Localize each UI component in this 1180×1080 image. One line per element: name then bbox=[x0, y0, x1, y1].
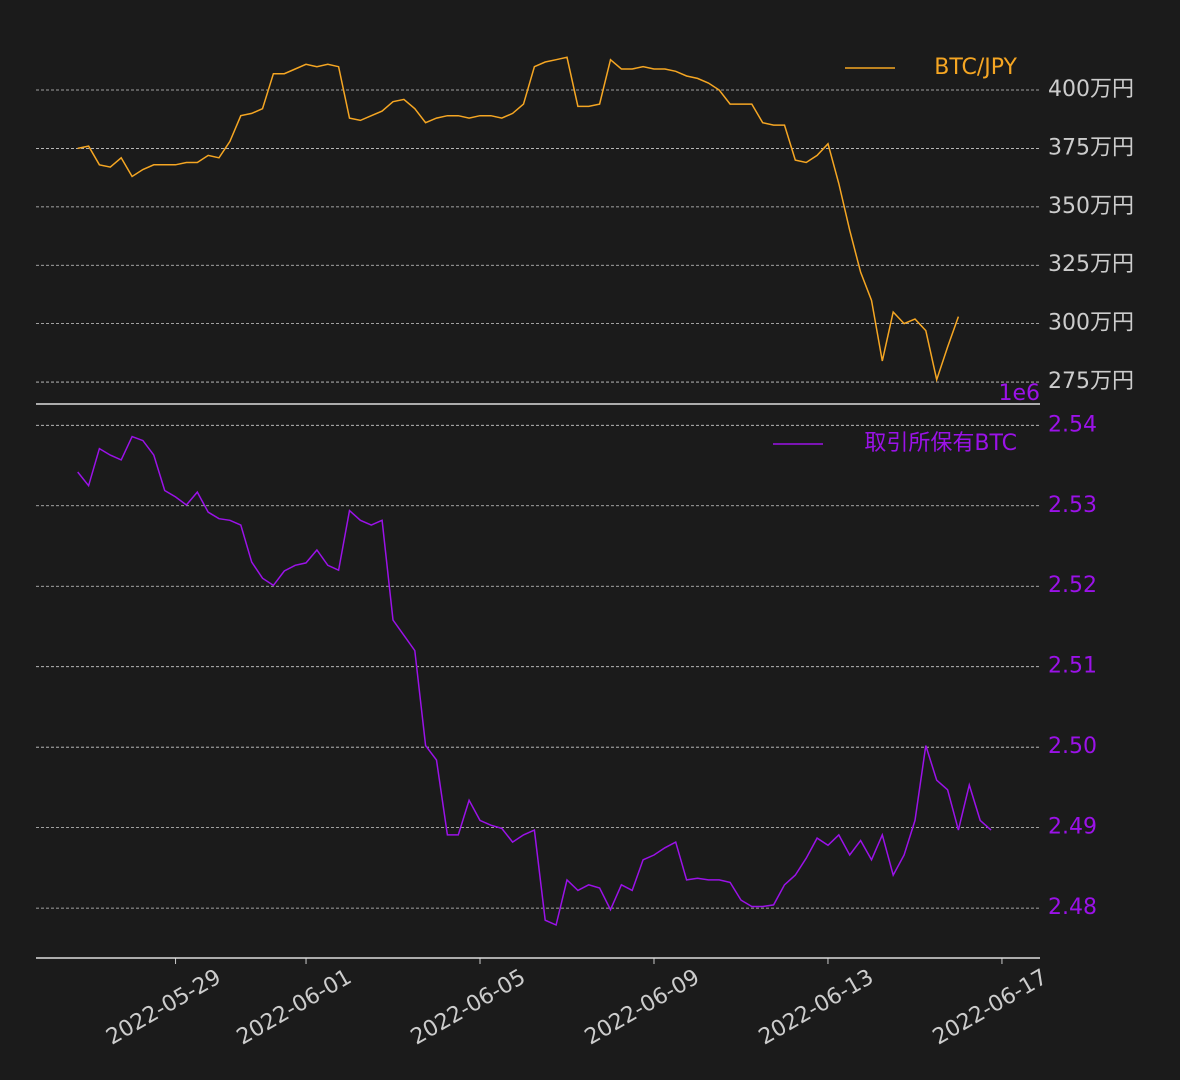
legend-label: 取引所保有BTC bbox=[864, 431, 1017, 456]
y-tick-label: 2.52 bbox=[1048, 573, 1097, 598]
y-tick-label: 2.49 bbox=[1048, 815, 1097, 840]
x-tick-label: 2022-05-29 bbox=[102, 965, 225, 1051]
data-line bbox=[77, 435, 992, 927]
x-tick-label: 2022-06-05 bbox=[407, 965, 530, 1051]
y-tick-label: 325万円 bbox=[1048, 252, 1134, 277]
data-line bbox=[77, 56, 960, 383]
y-tick-label: 275万円 bbox=[1048, 369, 1134, 394]
offset-label: 1e6 bbox=[998, 381, 1040, 406]
x-tick-label: 2022-06-17 bbox=[929, 965, 1052, 1051]
y-tick-label: 2.50 bbox=[1048, 734, 1097, 759]
x-tick-label: 2022-06-09 bbox=[581, 965, 704, 1051]
y-tick-label: 2.51 bbox=[1048, 654, 1097, 679]
y-tick-label: 300万円 bbox=[1048, 311, 1134, 336]
y-tick-label: 400万円 bbox=[1048, 77, 1134, 102]
legend-label: BTC/JPY bbox=[934, 55, 1017, 80]
y-tick-label: 350万円 bbox=[1048, 194, 1134, 219]
x-tick-label: 2022-06-13 bbox=[755, 965, 878, 1051]
y-tick-label: 375万円 bbox=[1048, 135, 1134, 160]
y-tick-label: 2.54 bbox=[1048, 412, 1097, 437]
x-tick-label: 2022-06-01 bbox=[233, 965, 356, 1051]
y-tick-label: 2.53 bbox=[1048, 493, 1097, 518]
y-tick-label: 2.48 bbox=[1048, 895, 1097, 920]
